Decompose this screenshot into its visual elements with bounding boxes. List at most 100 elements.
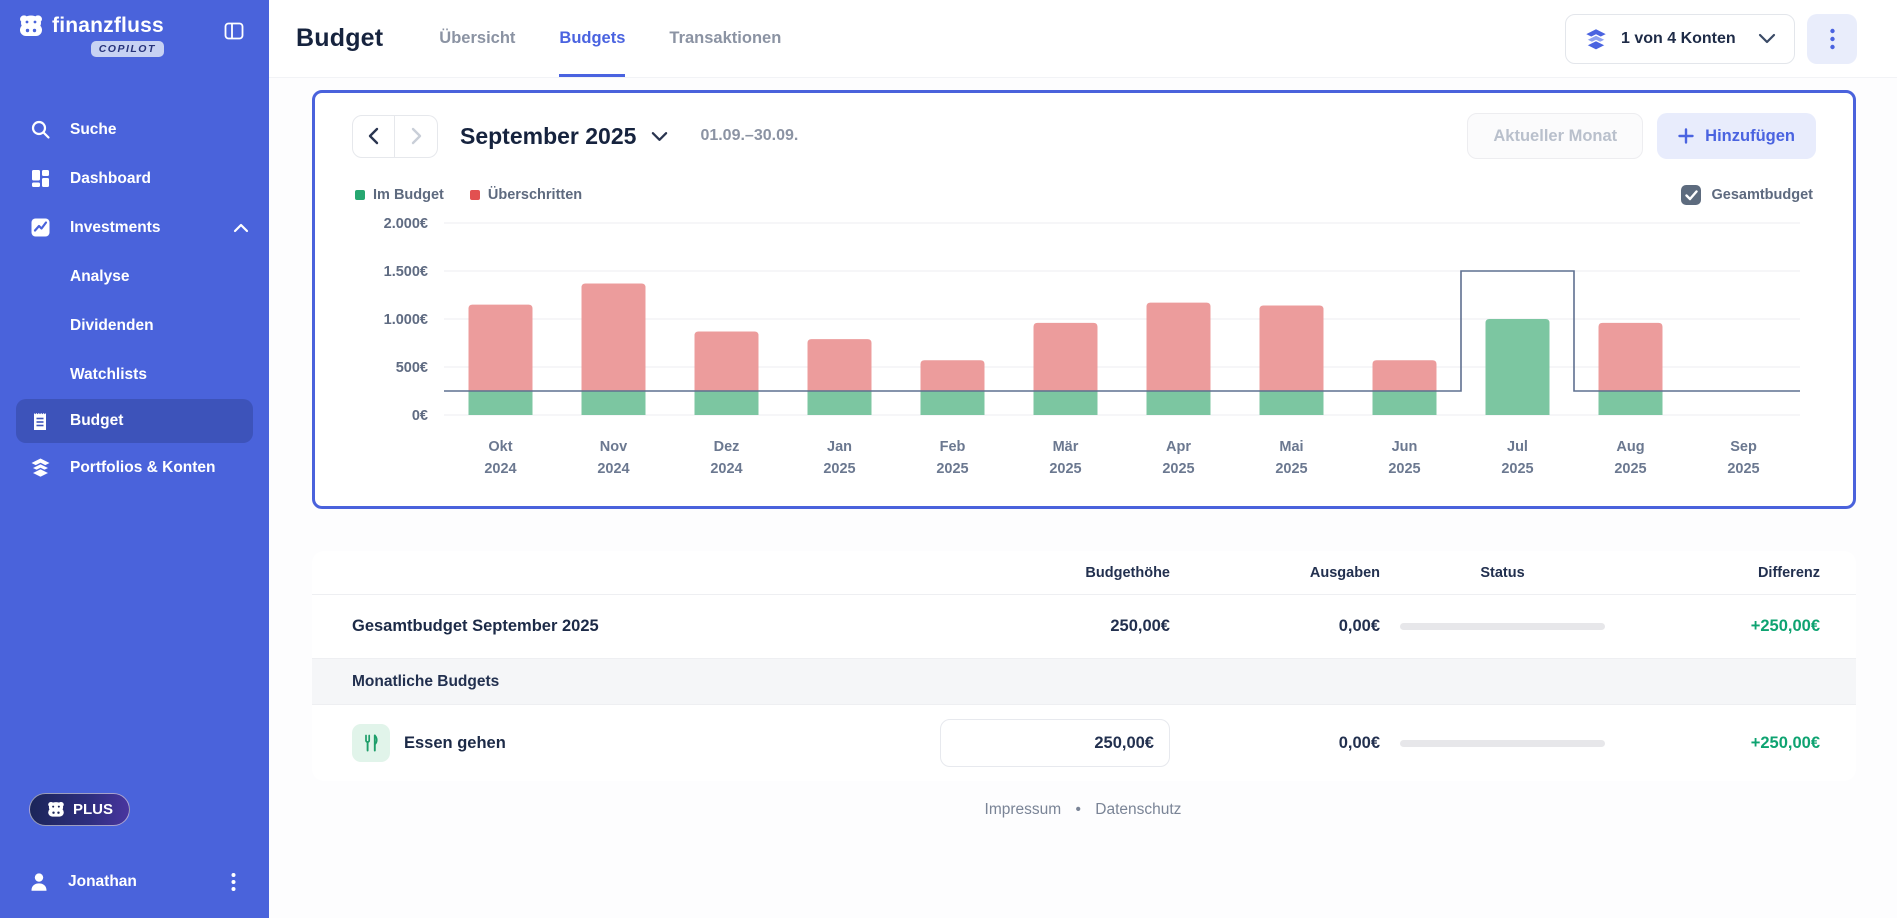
investments-chart-icon bbox=[31, 218, 50, 237]
svg-text:Dez: Dez bbox=[714, 439, 740, 455]
add-budget-label: Hinzufügen bbox=[1705, 126, 1795, 145]
svg-text:0€: 0€ bbox=[412, 408, 428, 424]
next-month-button[interactable] bbox=[395, 114, 438, 158]
sidebar-item-dividenden[interactable]: Dividenden bbox=[0, 301, 269, 350]
restaurant-icon bbox=[352, 724, 390, 762]
section-monatliche-budgets: Monatliche Budgets bbox=[312, 659, 1856, 705]
svg-text:1.500€: 1.500€ bbox=[384, 264, 428, 280]
accounts-selector[interactable]: 1 von 4 Konten bbox=[1565, 13, 1795, 64]
budget-amount-input[interactable] bbox=[940, 719, 1170, 767]
gesamtbudget-label: Gesamtbudget bbox=[1711, 187, 1813, 203]
svg-text:Jan: Jan bbox=[827, 439, 852, 455]
svg-text:Okt: Okt bbox=[488, 439, 512, 455]
svg-text:2025: 2025 bbox=[1162, 461, 1194, 477]
svg-text:1.000€: 1.000€ bbox=[384, 312, 428, 328]
header-actions: 1 von 4 Konten bbox=[1565, 13, 1857, 64]
svg-text:Apr: Apr bbox=[1166, 439, 1191, 455]
svg-text:Mai: Mai bbox=[1279, 439, 1303, 455]
user-name: Jonathan bbox=[68, 873, 137, 890]
user-options-button[interactable] bbox=[219, 868, 247, 896]
tab-budgets[interactable]: Budgets bbox=[559, 0, 626, 77]
budget-bar-chart-svg: 0€ 500€ 1.000€ 1.500€ 2.000€ Okt 2024 Nov 2024 De… bbox=[384, 216, 1800, 477]
sidebar-footer: PLUS Jonathan bbox=[0, 793, 269, 918]
user-avatar-icon bbox=[31, 873, 47, 891]
sidebar-item-label: Analyse bbox=[70, 267, 130, 285]
svg-text:Mär: Mär bbox=[1053, 439, 1079, 455]
tab-label: Transaktionen bbox=[669, 29, 782, 47]
row-status-cell bbox=[1380, 623, 1625, 630]
table-header-row: Budgethöhe Ausgaben Status Differenz bbox=[312, 551, 1856, 595]
svg-text:Jun: Jun bbox=[1392, 439, 1418, 455]
tab-transaktionen[interactable]: Transaktionen bbox=[669, 0, 781, 77]
sidebar-item-investments[interactable]: Investments bbox=[0, 203, 269, 252]
sidebar-item-suche[interactable]: Suche bbox=[0, 105, 269, 154]
tab-label: Übersicht bbox=[439, 29, 516, 47]
date-range: 01.09.–30.09. bbox=[700, 127, 799, 144]
chevron-down-icon bbox=[652, 131, 668, 141]
search-icon bbox=[31, 120, 50, 139]
sidebar-item-analyse[interactable]: Analyse bbox=[0, 252, 269, 301]
sidebar-collapse-button[interactable] bbox=[217, 14, 251, 48]
dashboard-icon bbox=[32, 170, 49, 187]
chart-card-actions: Aktueller Monat Hinzufügen bbox=[1467, 113, 1816, 159]
progress-bar bbox=[1400, 739, 1605, 747]
header-budgethoehe: Budgethöhe bbox=[1085, 564, 1170, 581]
sidebar-item-portfolios-konten[interactable]: Portfolios & Konten bbox=[0, 443, 269, 492]
month-selector[interactable]: September 2025 bbox=[460, 123, 668, 150]
datenschutz-link[interactable]: Datenschutz bbox=[1095, 801, 1182, 818]
sidebar-nav: Suche Dashboard Investments bbox=[0, 105, 269, 492]
page-options-button[interactable] bbox=[1807, 13, 1857, 64]
sidebar-item-watchlists[interactable]: Watchlists bbox=[0, 350, 269, 399]
svg-text:2025: 2025 bbox=[1049, 461, 1081, 477]
header-status: Status bbox=[1480, 564, 1525, 581]
legend-label: Im Budget bbox=[373, 187, 444, 203]
sidebar-item-budget[interactable]: Budget bbox=[16, 399, 253, 443]
footer: Impressum • Datenschutz bbox=[269, 801, 1897, 819]
month-label: September 2025 bbox=[460, 122, 637, 149]
chevron-right-icon bbox=[411, 127, 421, 145]
category-name-cell: Essen gehen bbox=[352, 724, 920, 762]
progress-bar bbox=[1400, 623, 1605, 630]
legend-item-in-budget: Im Budget bbox=[355, 187, 444, 203]
brand-name: finanzfluss bbox=[52, 14, 164, 37]
current-month-button[interactable]: Aktueller Monat bbox=[1467, 113, 1644, 159]
chevron-left-icon bbox=[368, 127, 379, 145]
sidebar-item-label: Dashboard bbox=[70, 169, 151, 187]
svg-text:2025: 2025 bbox=[1388, 461, 1420, 477]
header-ausgaben: Ausgaben bbox=[1309, 564, 1380, 581]
impressum-link[interactable]: Impressum bbox=[984, 801, 1062, 818]
legend-dot-green bbox=[355, 190, 365, 200]
row-diff-value: +250,00€ bbox=[1750, 617, 1820, 635]
gesamtbudget-checkbox[interactable]: Gesamtbudget bbox=[1681, 185, 1813, 205]
svg-text:2025: 2025 bbox=[1614, 461, 1646, 477]
plus-icon bbox=[1678, 128, 1694, 144]
plus-upgrade-button[interactable]: PLUS bbox=[29, 793, 131, 826]
header-differenz: Differenz bbox=[1757, 564, 1820, 581]
accounts-layers-icon bbox=[1584, 28, 1608, 51]
svg-text:2024: 2024 bbox=[597, 461, 629, 477]
kebab-menu-icon bbox=[1829, 28, 1835, 49]
user-menu[interactable]: Jonathan bbox=[0, 868, 269, 896]
svg-text:500€: 500€ bbox=[396, 360, 428, 376]
kebab-menu-icon bbox=[231, 873, 235, 891]
checkbox-checked-icon bbox=[1681, 185, 1702, 205]
footer-separator: • bbox=[1075, 801, 1081, 818]
row-name: Gesamtbudget September 2025 bbox=[352, 617, 599, 635]
accounts-selector-label: 1 von 4 Konten bbox=[1621, 29, 1736, 47]
budget-chart: 0€ 500€ 1.000€ 1.500€ 2.000€ Okt 2024 Nov 2024 De… bbox=[352, 209, 1816, 494]
category-budget-cell bbox=[920, 719, 1170, 767]
svg-text:2024: 2024 bbox=[710, 461, 742, 477]
copilot-badge: COPILOT bbox=[90, 41, 164, 57]
sidebar-item-dashboard[interactable]: Dashboard bbox=[0, 154, 269, 203]
section-label: Monatliche Budgets bbox=[352, 672, 500, 690]
sidebar-item-label: Watchlists bbox=[70, 365, 147, 383]
layers-icon bbox=[30, 458, 51, 478]
sidebar-item-label: Budget bbox=[70, 412, 124, 429]
budgets-table: Budgethöhe Ausgaben Status Differenz Ges… bbox=[312, 551, 1856, 781]
table-row-gesamtbudget: Gesamtbudget September 2025 250,00€ 0,00… bbox=[312, 595, 1856, 659]
previous-month-button[interactable] bbox=[352, 114, 395, 158]
tab-uebersicht[interactable]: Übersicht bbox=[439, 0, 515, 77]
table-row-essen-gehen: Essen gehen 0,00€ +250,00€ bbox=[312, 705, 1856, 781]
add-budget-button[interactable]: Hinzufügen bbox=[1657, 113, 1816, 159]
